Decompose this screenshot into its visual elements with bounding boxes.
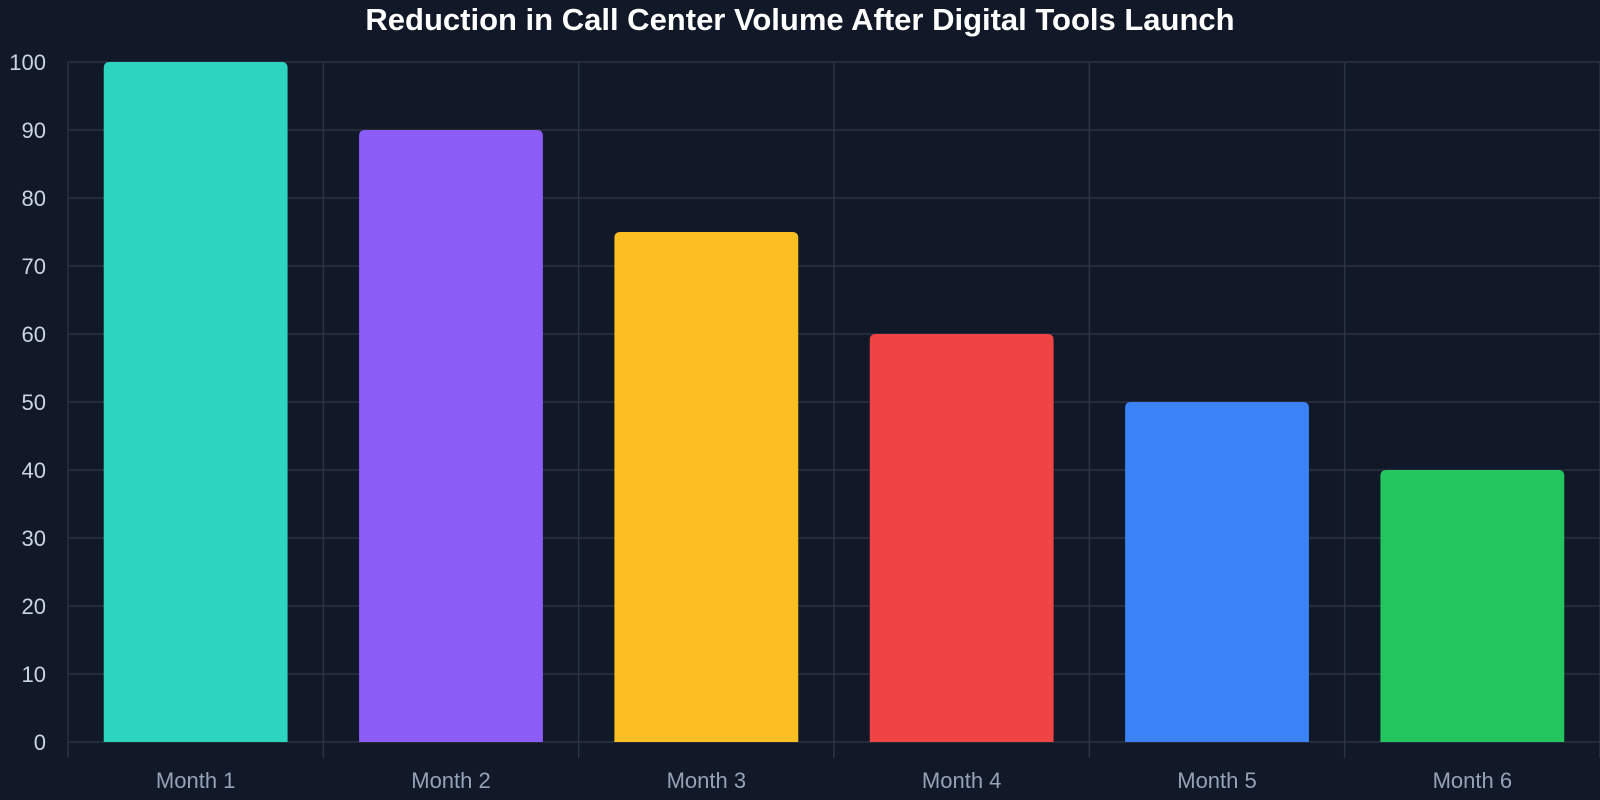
y-tick-label: 50 [22,390,46,415]
x-tick-label: Month 2 [411,768,491,793]
y-tick-label: 70 [22,254,46,279]
y-tick-label: 60 [22,322,46,347]
bar-month-1 [103,62,288,742]
bar-month-2 [359,130,543,742]
y-tick-label: 80 [22,186,46,211]
x-axis: Month 1 Month 2 Month 3 Month 4 Month 5 Month… [156,768,1512,793]
y-tick-label: 30 [22,526,46,551]
y-tick-label: 100 [9,50,46,75]
y-tick-label: 0 [34,730,46,755]
y-tick-label: 90 [22,118,46,143]
y-tick-label: 40 [22,458,46,483]
grid-layer [67,61,1600,758]
bar-month-6 [1380,470,1565,742]
bar-month-4 [869,334,1054,742]
x-tick-label: Month 3 [667,768,747,793]
bar-month-5 [1125,402,1309,742]
x-tick-label: Month 4 [922,768,1002,793]
bars-layer [103,62,1565,742]
chart-title: Reduction in Call Center Volume After Di… [365,2,1234,37]
y-axis: 0 10 20 30 40 50 60 70 80 90 100 [9,50,46,755]
y-tick-label: 20 [22,594,46,619]
x-tick-label: Month 1 [156,768,236,793]
x-tick-label: Month 6 [1433,768,1513,793]
x-tick-label: Month 5 [1177,768,1257,793]
y-tick-label: 10 [22,662,46,687]
bar-month-3 [614,232,799,742]
